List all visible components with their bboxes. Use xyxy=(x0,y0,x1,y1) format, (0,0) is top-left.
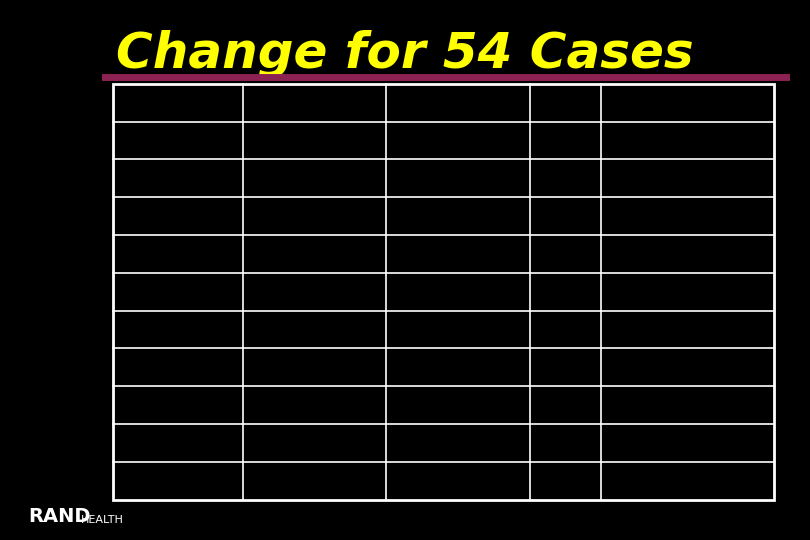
Text: 4%: 4% xyxy=(447,320,469,339)
Text: 17%: 17% xyxy=(609,434,642,452)
Text: 15%: 15% xyxy=(609,207,642,225)
Text: RAND: RAND xyxy=(28,508,91,526)
Text: 9%: 9% xyxy=(250,282,272,301)
Text: 4%: 4% xyxy=(447,396,469,414)
Text: 2%: 2% xyxy=(447,131,469,150)
Text: Change for 54 Cases: Change for 54 Cases xyxy=(116,30,694,78)
Text: 15%: 15% xyxy=(609,396,642,414)
Text: % Declining: % Declining xyxy=(398,93,518,112)
Text: SF-2: SF-2 xyxy=(122,320,165,339)
Text: 31%: 31% xyxy=(250,169,284,187)
Text: 2%: 2% xyxy=(447,169,469,187)
Text: BP-2: BP-2 xyxy=(122,207,165,225)
Text: 13%: 13% xyxy=(250,131,284,150)
Text: 11%: 11% xyxy=(609,471,642,490)
Text: 7%: 7% xyxy=(609,245,631,263)
Text: % Improving: % Improving xyxy=(250,93,370,112)
Text: 22%: 22% xyxy=(250,207,284,225)
Text: 15%: 15% xyxy=(441,358,474,376)
Text: 24%: 24% xyxy=(250,434,284,452)
Text: PF-10: PF-10 xyxy=(122,131,176,150)
Text: 15%: 15% xyxy=(250,358,284,376)
Text: HEALTH: HEALTH xyxy=(81,515,124,525)
Text: PCS: PCS xyxy=(122,434,154,452)
Text: 11%: 11% xyxy=(441,471,474,490)
Text: EWB-5: EWB-5 xyxy=(122,396,176,414)
Text: Difference: Difference xyxy=(609,93,718,112)
Text: 0%: 0% xyxy=(609,358,631,376)
Text: 7%: 7% xyxy=(447,207,469,225)
Text: 11%: 11% xyxy=(609,131,642,150)
Text: 19%: 19% xyxy=(250,396,284,414)
Text: 7%: 7% xyxy=(250,245,272,263)
Text: RE-3: RE-3 xyxy=(122,358,165,376)
Text: 7%: 7% xyxy=(609,282,631,301)
Text: 13%: 13% xyxy=(609,320,642,339)
Text: 29%: 29% xyxy=(609,169,642,187)
Text: EN-4: EN-4 xyxy=(122,282,165,301)
Text: MCS: MCS xyxy=(122,471,154,490)
Text: GH-5: GH-5 xyxy=(122,245,165,263)
Text: 17%: 17% xyxy=(250,320,284,339)
Text: RP-4: RP-4 xyxy=(122,169,165,187)
Text: 2%: 2% xyxy=(447,282,469,301)
Text: 0%: 0% xyxy=(447,245,469,263)
Text: 22%: 22% xyxy=(250,471,284,490)
Text: 7%: 7% xyxy=(447,434,469,452)
